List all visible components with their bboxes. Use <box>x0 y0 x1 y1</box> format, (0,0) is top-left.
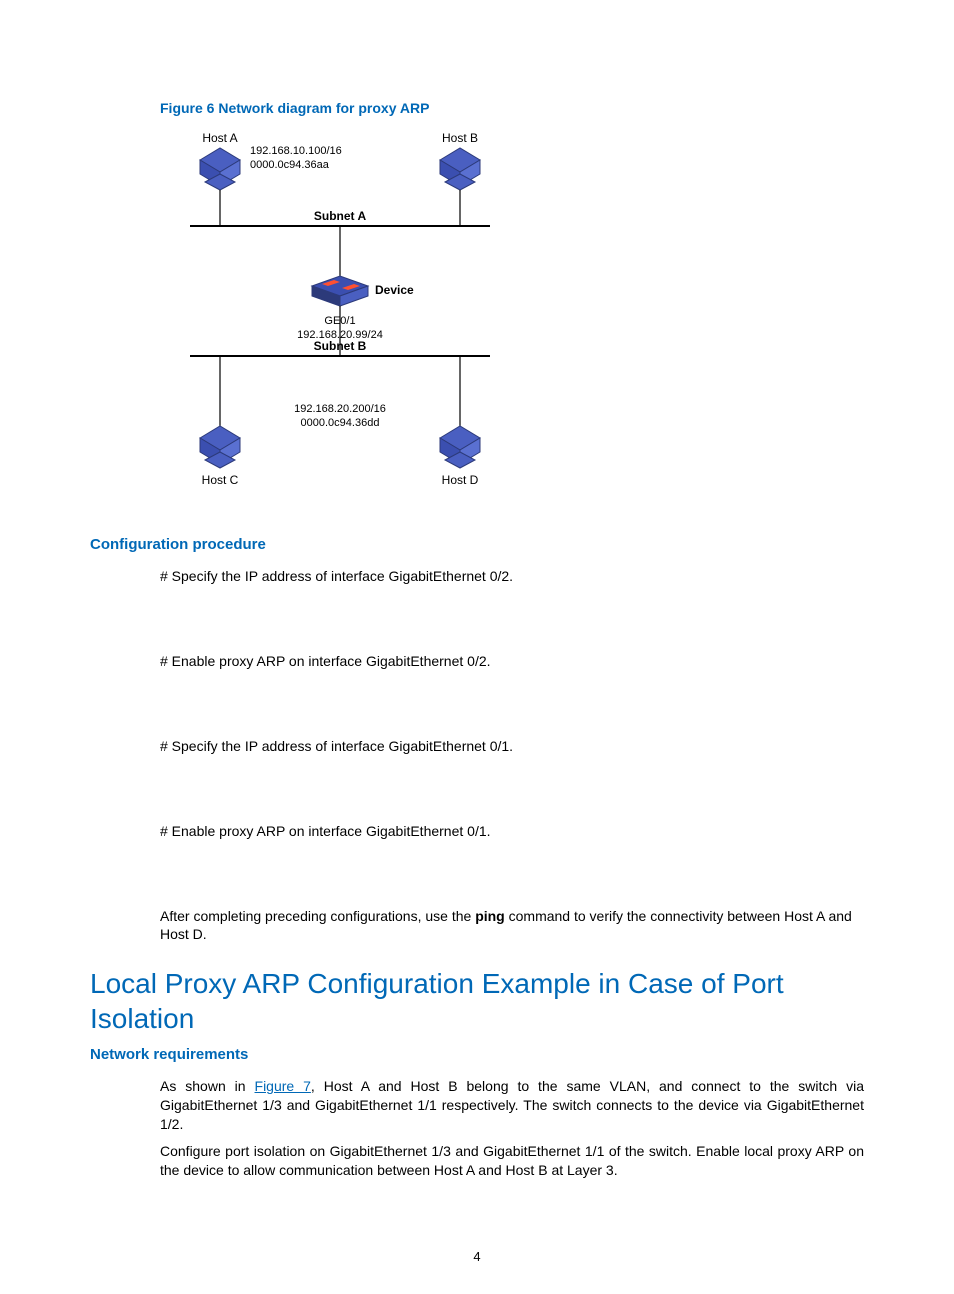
verify-prefix: After completing preceding configuration… <box>160 908 475 924</box>
hostA-ip: 192.168.10.100/16 <box>250 145 342 157</box>
network-diagram: Host A 192.168.10.100/16 0000.0c94.36aa … <box>180 126 530 506</box>
device-label: Device <box>375 283 414 297</box>
config-procedure-heading: Configuration procedure <box>90 536 864 553</box>
config-step: # Specify the IP address of interface Gi… <box>160 737 864 756</box>
config-step: # Specify the IP address of interface Gi… <box>160 567 864 586</box>
netreq-p1: As shown in Figure 7, Host A and Host B … <box>160 1077 864 1134</box>
hostA-label: Host A <box>202 131 237 145</box>
hostD-label: Host D <box>442 473 479 487</box>
verify-paragraph: After completing preceding configuration… <box>160 907 864 945</box>
page-container: Figure 6 Network diagram for proxy ARP <box>0 0 954 1294</box>
network-requirements-heading: Network requirements <box>90 1046 864 1063</box>
hostC-label: Host C <box>202 473 239 487</box>
netreq-p1-pre: As shown in <box>160 1078 255 1094</box>
subnetA-label: Subnet A <box>314 209 367 223</box>
hostB-label: Host B <box>442 131 478 145</box>
figure-7-link[interactable]: Figure 7 <box>255 1078 311 1094</box>
config-step: # Enable proxy ARP on interface GigabitE… <box>160 822 864 841</box>
hostA-mac: 0000.0c94.36aa <box>250 159 330 171</box>
config-steps-block: # Specify the IP address of interface Gi… <box>160 567 864 944</box>
figure-caption: Figure 6 Network diagram for proxy ARP <box>160 100 864 116</box>
hostD-mac: 0000.0c94.36dd <box>301 417 380 429</box>
config-step: # Enable proxy ARP on interface GigabitE… <box>160 652 864 671</box>
local-proxy-heading: Local Proxy ARP Configuration Example in… <box>90 966 864 1036</box>
page-number: 4 <box>0 1249 954 1264</box>
verify-cmd: ping <box>475 908 505 924</box>
subnetB-label: Subnet B <box>314 339 367 353</box>
hostD-ip: 192.168.20.200/16 <box>294 403 386 415</box>
network-requirements-block: As shown in Figure 7, Host A and Host B … <box>160 1077 864 1179</box>
netreq-p2: Configure port isolation on GigabitEther… <box>160 1142 864 1180</box>
